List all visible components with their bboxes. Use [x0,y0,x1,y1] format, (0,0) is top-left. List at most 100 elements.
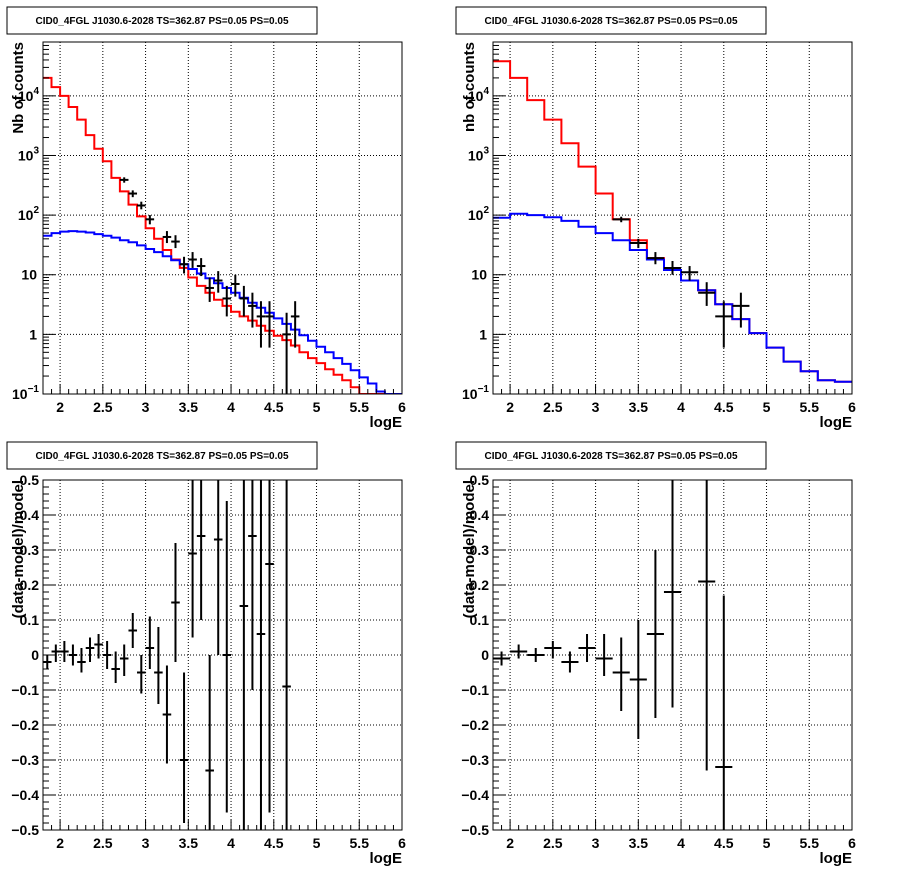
data-point [213,271,223,293]
data-point [196,480,206,620]
data-point [179,672,189,823]
data-point [561,651,579,673]
x-tick-label: 2 [506,399,514,415]
title-box [455,6,767,35]
data-point [231,274,240,297]
x-axis-label: logE [820,850,853,867]
y-tick-label: 0.3 [470,542,490,558]
data-point [493,651,511,666]
data-point [663,260,682,275]
x-tick-label: 3 [142,835,150,851]
data-point [85,637,95,662]
y-tick-exponent: 4 [33,86,39,97]
data-point [256,301,266,348]
data-point [595,634,613,676]
x-tick-label: 2.5 [93,399,113,415]
x-axis-label: logE [370,850,403,867]
x-tick-label: 4.5 [714,399,734,415]
y-tick-label: 0.5 [20,472,40,488]
x-axis-label: logE [820,414,853,431]
y-tick-label: −0.4 [461,787,489,803]
title-box [6,6,318,35]
x-tick-label: 4 [677,835,685,851]
y-tick-label: −0.3 [11,752,39,768]
x-tick-label: 2.5 [543,399,563,415]
x-tick-label: 2 [56,399,64,415]
chart-panel-1: 2 2.5 3 3.5 4 4.5 5 5.5 610−1110102103104logENb … [6,6,406,431]
x-tick-label: 6 [848,399,856,415]
data-point [162,665,172,764]
x-tick-label: 3.5 [629,399,649,415]
x-tick-label: 3.5 [179,835,199,851]
y-tick-label: −0.1 [11,682,39,698]
y-tick-base: 10 [12,386,28,402]
x-tick-label: 5 [313,399,321,415]
data-point [171,543,180,662]
data-point [265,301,274,348]
chart-panel-2: 2 2.5 3 3.5 4 4.5 5 5.5 610−1110102103104logEnb … [455,6,856,431]
y-tick-label: 10 [471,267,487,283]
x-tick-label: 3 [142,399,150,415]
x-tick-label: 5 [763,835,771,851]
chart-title: CID0_4FGL J1030.6-2028 TS=362.87 PS=0.05… [484,451,737,462]
chart-panel-3: 2 2.5 3 3.5 4 4.5 5 5.5 6 −0.5 −0.4 −0.3 −0.2 −0.1 0 0.… [6,441,406,867]
x-tick-label: 2 [56,835,64,851]
data-layer [493,480,733,830]
title-box [6,441,318,470]
data-point [154,627,163,704]
data-point [111,651,120,683]
y-tick-label: 102 [18,205,40,223]
x-tick-label: 5.5 [350,835,370,851]
y-tick-label: −0.2 [461,717,489,733]
data-point [51,644,61,662]
y-tick-label: 102 [468,205,490,223]
data-point [282,312,291,394]
data-point [137,201,146,210]
data-point [290,301,300,348]
data-point [629,238,647,249]
data-point [145,616,155,669]
title-box [455,441,767,470]
y-tick-label: −0.5 [461,822,489,838]
y-tick-base: 10 [18,147,34,163]
data-point [196,258,206,277]
x-tick-label: 2 [506,835,514,851]
y-tick-base: 10 [18,207,34,223]
x-tick-label: 3.5 [629,835,649,851]
y-tick-base: 10 [468,147,484,163]
total-model-histogram [43,76,402,394]
data-point [77,648,86,673]
data-point [527,648,545,662]
y-tick-label: 0.1 [470,612,490,628]
data-point [629,620,647,739]
y-tick-label: 0.2 [20,577,40,593]
data-point [119,644,129,676]
y-tick-label: −0.1 [461,682,489,698]
y-tick-exponent: 4 [483,86,489,97]
data-point [698,282,716,306]
data-point [205,655,214,830]
data-point [248,292,257,328]
y-tick-label: −0.5 [11,822,39,838]
x-tick-label: 5.5 [350,399,370,415]
data-point [239,480,249,830]
x-tick-label: 4 [677,399,685,415]
x-tick-label: 3.5 [179,399,199,415]
y-tick-base: 10 [18,88,34,104]
data-point [94,634,103,659]
y-tick-base: 10 [468,88,484,104]
y-tick-label: 0.1 [20,612,40,628]
chart-title: CID0_4FGL J1030.6-2028 TS=362.87 PS=0.05… [35,451,288,462]
data-point [205,277,214,302]
y-tick-exponent: 2 [483,205,489,216]
y-tick-label: 1 [29,326,37,342]
y-axis-label: (data-model)/model [10,480,27,618]
y-tick-label: 0.3 [20,542,40,558]
chart-panel-4: 2 2.5 3 3.5 4 4.5 5 5.5 6 −0.5 −0.4 −0.3 −0.2 −0.1 0 0.… [455,441,856,867]
y-tick-label: 104 [18,86,40,104]
y-tick-label: 0 [481,647,489,663]
x-tick-label: 5 [763,399,771,415]
data-point [544,641,562,659]
y-tick-exponent: 2 [33,205,39,216]
data-point [663,480,682,708]
